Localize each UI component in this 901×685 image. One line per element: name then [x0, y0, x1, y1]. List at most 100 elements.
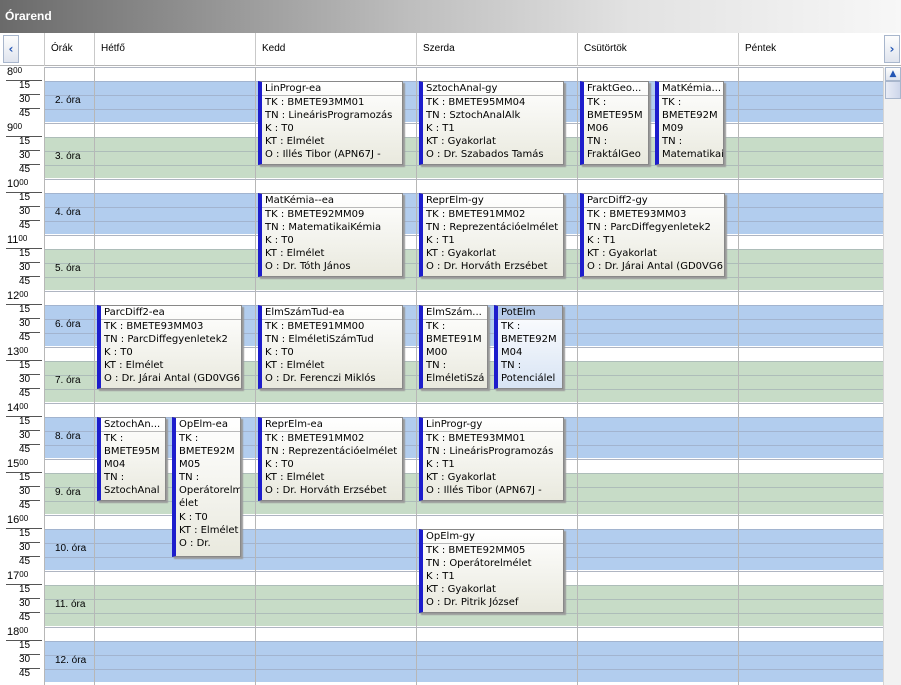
event-card[interactable]: ReprElm-gy TK : BMETE91MM02 TN : Reprezent…: [419, 193, 564, 277]
event-card[interactable]: PotElm TK : BMETE92M M04 TN : Potenciálel: [494, 305, 563, 389]
event-card[interactable]: MatKémia... TK : BMETE92M M09 TN : Matematika…: [655, 81, 724, 165]
period-label: 8. óra: [55, 431, 81, 442]
quarter-tick: [20, 374, 40, 375]
grid-line: [44, 165, 883, 166]
event-detail-line: TK : BMETE93MM03: [104, 321, 204, 332]
event-detail-line: TN :: [501, 360, 522, 372]
period-label: 3. óra: [55, 151, 81, 162]
event-title: PotElm: [498, 306, 562, 320]
quarter-label: 15: [19, 640, 31, 651]
event-detail-line: ElméletiSzá: [426, 373, 485, 385]
event-card[interactable]: OpElm-gy TK : BMETE92MM05 TN : Operátorelm…: [419, 529, 564, 613]
grid-line: [44, 179, 883, 180]
quarter-label: 15: [19, 136, 31, 147]
period-label: 11. óra: [55, 599, 86, 610]
day-header-thursday[interactable]: Csütörtök: [577, 33, 738, 66]
quarter-tick: [20, 430, 40, 431]
scroll-thumb[interactable]: [885, 81, 901, 99]
event-detail-line: KT : Gyakorlat: [426, 584, 496, 596]
event-detail-line: TK : BMETE92MM05: [426, 545, 526, 556]
period-label: 4. óra: [55, 207, 81, 218]
column-divider: [416, 67, 417, 685]
chevron-right-icon: ›: [889, 42, 895, 56]
timetable-grid[interactable]: 800 15 30 45 2. óra 900 15 30 45 3. óra 1000 15 30 45…: [0, 67, 883, 685]
hour-tick: [6, 640, 42, 641]
event-card[interactable]: LinProgr-gy TK : BMETE93MM01 TN : Lineáris…: [419, 417, 564, 501]
prev-week-button[interactable]: ‹: [3, 35, 19, 63]
hour-label: 900: [7, 122, 23, 134]
event-title: FraktGeo...: [584, 82, 648, 96]
event-detail-line: M06: [587, 123, 609, 135]
event-title: LinProgr-ea: [262, 82, 402, 96]
hour-label: 800: [7, 67, 23, 78]
quarter-tick: [20, 444, 40, 445]
event-card[interactable]: SztochAn... TK : BMETE95M M04 TN : SztochAnal: [97, 417, 166, 501]
event-detail-line: TK : BMETE95MM04: [426, 97, 526, 108]
event-detail-line: TN : LineárisProgramozás: [426, 446, 554, 458]
event-detail-line: KT : Gyakorlat: [426, 248, 496, 260]
quarter-label: 45: [19, 612, 31, 623]
period-label: 10. óra: [55, 543, 87, 554]
event-card[interactable]: ReprElm-ea TK : BMETE91MM02 TN : Reprezent…: [258, 417, 403, 501]
day-header-wednesday[interactable]: Szerda: [416, 33, 577, 66]
period-label: 9. óra: [55, 487, 81, 498]
title-bar: Órarend: [0, 0, 901, 33]
quarter-tick: [20, 668, 40, 669]
event-detail-line: FraktálGeo: [587, 149, 641, 161]
quarter-label: 45: [19, 332, 31, 343]
quarter-label: 45: [19, 164, 31, 175]
event-detail-line: TK :: [662, 97, 682, 108]
event-title: OpElm-ea: [176, 418, 240, 432]
quarter-label: 30: [19, 654, 31, 665]
hour-label: 1200: [7, 290, 29, 302]
arrow-up-icon: ▲: [889, 69, 897, 79]
next-week-button[interactable]: ›: [884, 35, 900, 63]
event-detail-line: M00: [426, 347, 448, 359]
hour-tick: [6, 360, 42, 361]
period-label: 5. óra: [55, 263, 81, 274]
event-detail-line: O : Dr. Ferenczi Miklós: [265, 373, 376, 385]
event-detail-line: K : T1: [426, 123, 455, 135]
quarter-label: 30: [19, 206, 31, 217]
grid-line: [44, 613, 883, 614]
day-header-monday[interactable]: Hétfő: [94, 33, 255, 66]
vertical-scrollbar[interactable]: ▲: [883, 67, 901, 685]
hour-tick: [6, 472, 42, 473]
event-detail-line: BMETE92M: [662, 110, 718, 122]
day-header-friday[interactable]: Péntek: [738, 33, 883, 66]
event-card[interactable]: ParcDiff2-ea TK : BMETE93MM03 TN : ParcDif…: [97, 305, 242, 389]
event-title: ElmSzám...: [423, 306, 487, 320]
column-divider: [255, 67, 256, 685]
event-card[interactable]: OpElm-ea TK : BMETE92M M05 TN : Operátorelm él…: [172, 417, 241, 557]
event-detail-line: KT : Elmélet: [265, 136, 325, 148]
event-title: SztochAnal-gy: [423, 82, 563, 96]
event-title: SztochAn...: [101, 418, 165, 432]
event-detail-line: O : Dr.: [179, 537, 211, 549]
event-card[interactable]: ParcDiff2-gy TK : BMETE93MM03 TN : ParcDif…: [580, 193, 725, 277]
event-card[interactable]: ElmSzámTud-ea TK : BMETE91MM00 TN : Elméle…: [258, 305, 403, 389]
quarter-label: 30: [19, 318, 31, 329]
event-detail-line: Potenciálel: [501, 373, 556, 385]
event-detail-line: TK : BMETE93MM01: [426, 433, 526, 444]
quarter-label: 15: [19, 304, 31, 315]
period-label: 12. óra: [55, 655, 87, 666]
event-card[interactable]: LinProgr-ea TK : BMETE93MM01 TN : Lineáris…: [258, 81, 403, 165]
event-detail-line: O : Dr. Tóth János: [265, 261, 351, 273]
quarter-label: 15: [19, 360, 31, 371]
event-card[interactable]: FraktGeo... TK : BMETE95M M06 TN : FraktálGeo: [580, 81, 649, 165]
scroll-up-button[interactable]: ▲: [885, 67, 901, 81]
hour-label: 1000: [7, 178, 29, 190]
event-detail-line: O : Dr. Járai Antal (GD0VG6: [104, 373, 240, 385]
event-card[interactable]: ElmSzám... TK : BMETE91M M00 TN : ElméletiSzá: [419, 305, 488, 389]
quarter-label: 15: [19, 416, 31, 427]
event-detail-line: BMETE92M: [501, 334, 557, 346]
quarter-tick: [20, 556, 40, 557]
event-card[interactable]: SztochAnal-gy TK : BMETE95MM04 TN : Sztoch…: [419, 81, 564, 165]
hour-tick: [6, 80, 42, 81]
event-detail-line: TK :: [179, 433, 199, 444]
event-detail-line: M04: [104, 459, 126, 471]
grid-line: [44, 277, 883, 278]
hour-tick: [6, 192, 42, 193]
day-header-tuesday[interactable]: Kedd: [255, 33, 416, 66]
event-card[interactable]: MatKémia--ea TK : BMETE92MM09 TN : Matemat…: [258, 193, 403, 277]
